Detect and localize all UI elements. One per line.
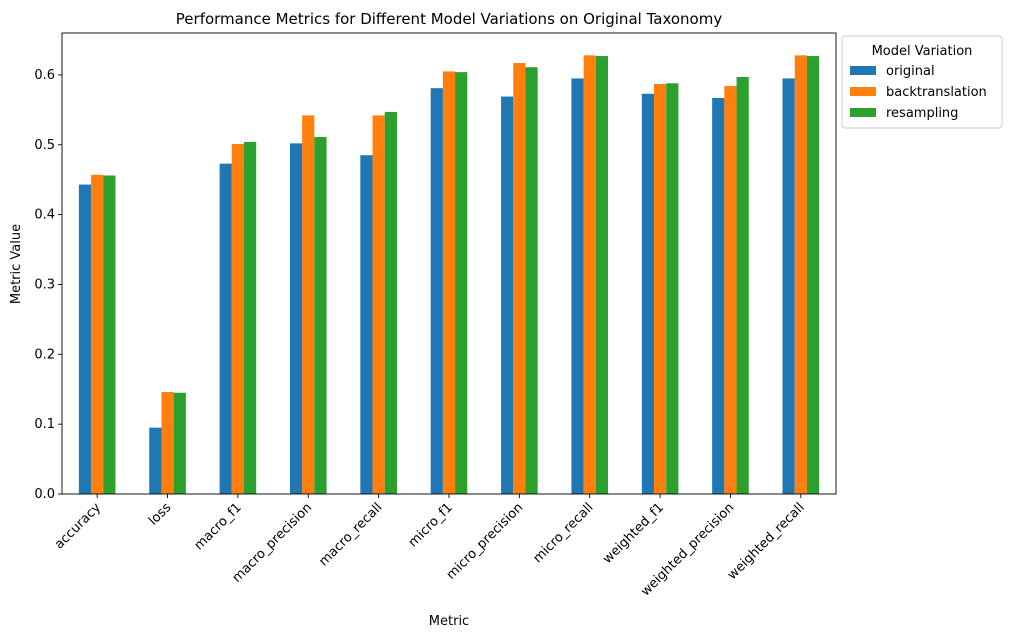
x-tick-label-weighted_recall: weighted_recall xyxy=(725,500,808,583)
bar-original-weighted_precision xyxy=(712,97,725,495)
x-tick-label-weighted_f1: weighted_f1 xyxy=(600,500,667,567)
bar-resampling-macro_precision xyxy=(314,137,327,494)
bar-resampling-macro_recall xyxy=(384,111,397,495)
bar-resampling-loss xyxy=(173,392,186,494)
legend-swatch-backtranslation xyxy=(850,87,876,96)
bar-backtranslation-micro_recall xyxy=(583,55,596,494)
bar-backtranslation-weighted_f1 xyxy=(653,83,667,495)
bar-resampling-micro_f1 xyxy=(455,72,468,495)
legend-frame xyxy=(841,35,1003,129)
y-tick-label: 0.1 xyxy=(34,417,55,432)
chart-title: Performance Metrics for Different Model … xyxy=(176,10,723,28)
bar-original-micro_f1 xyxy=(430,88,443,495)
bar-backtranslation-macro_f1 xyxy=(231,144,245,494)
y-tick-label: 0.2 xyxy=(34,347,55,362)
x-tick-label-macro_f1: macro_f1 xyxy=(192,500,245,553)
bar-backtranslation-weighted_precision xyxy=(724,86,737,494)
bar-original-accuracy xyxy=(78,184,92,494)
bar-resampling-micro_precision xyxy=(525,67,538,494)
bar-original-micro_precision xyxy=(501,96,514,494)
bar-backtranslation-macro_recall xyxy=(372,115,385,495)
bar-original-loss xyxy=(149,427,162,494)
legend-title: Model Variation xyxy=(872,44,973,59)
bar-resampling-accuracy xyxy=(103,175,116,495)
y-tick-label: 0.4 xyxy=(34,208,55,223)
y-axis: 0.0 0.1 0.2 0.3 0.4 0.5 0.6 xyxy=(34,68,62,502)
legend-swatch-original xyxy=(850,66,876,75)
x-tick-label-micro_precision: micro_precision xyxy=(444,500,526,582)
legend: Model Variation original backtranslation r… xyxy=(841,35,1003,129)
bar-original-macro_precision xyxy=(289,143,303,495)
x-tick-label-micro_f1: micro_f1 xyxy=(406,500,456,550)
bar-backtranslation-weighted_recall xyxy=(794,55,807,494)
y-tick-label: 0.6 xyxy=(34,68,55,83)
bar-backtranslation-loss xyxy=(161,392,174,494)
y-tick-label: 0.0 xyxy=(34,487,55,502)
x-tick-label-accuracy: accuracy xyxy=(52,500,104,552)
bar-original-weighted_f1 xyxy=(641,93,654,495)
bar-backtranslation-micro_f1 xyxy=(442,71,456,495)
x-axis-label: Metric xyxy=(429,614,469,629)
y-axis-label: Metric Value xyxy=(9,224,24,304)
legend-items: original backtranslation resampling xyxy=(850,64,987,121)
x-tick-label-loss: loss xyxy=(146,500,175,529)
bar-resampling-weighted_recall xyxy=(806,56,820,495)
bar-backtranslation-accuracy xyxy=(91,174,104,495)
x-tick-label-micro_recall: micro_recall xyxy=(531,500,597,566)
y-tick-label: 0.5 xyxy=(34,138,55,153)
bar-original-macro_f1 xyxy=(219,163,232,494)
legend-label-resampling: resampling xyxy=(886,106,958,121)
bar-backtranslation-macro_precision xyxy=(302,115,315,495)
legend-label-original: original xyxy=(886,64,935,79)
y-tick-label: 0.3 xyxy=(34,277,55,292)
bar-original-macro_recall xyxy=(360,155,373,495)
bar-original-micro_recall xyxy=(571,78,584,495)
bar-backtranslation-micro_precision xyxy=(513,63,526,494)
legend-swatch-resampling xyxy=(850,108,876,117)
bar-resampling-macro_f1 xyxy=(244,141,257,494)
bar-original-weighted_recall xyxy=(782,78,795,495)
bar-resampling-weighted_precision xyxy=(736,77,749,494)
bar-resampling-weighted_f1 xyxy=(666,83,679,494)
x-tick-label-macro_recall: macro_recall xyxy=(316,500,385,569)
legend-label-backtranslation: backtranslation xyxy=(886,85,987,100)
plot-area xyxy=(61,32,837,495)
bar-resampling-micro_recall xyxy=(595,56,609,495)
